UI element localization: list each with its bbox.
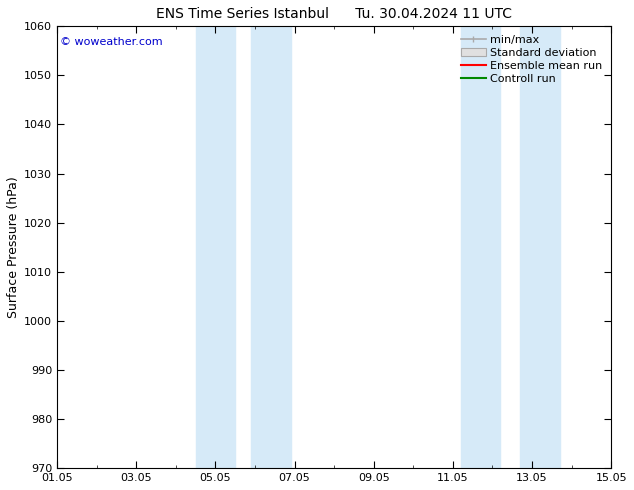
Bar: [196, 26, 235, 468]
Y-axis label: Surface Pressure (hPa): Surface Pressure (hPa): [7, 176, 20, 318]
Text: © woweather.com: © woweather.com: [60, 37, 162, 48]
Bar: [251, 26, 290, 468]
Bar: [521, 26, 560, 468]
Bar: [461, 26, 500, 468]
Legend: min/max, Standard deviation, Ensemble mean run, Controll run: min/max, Standard deviation, Ensemble me…: [458, 32, 605, 87]
Title: ENS Time Series Istanbul      Tu. 30.04.2024 11 UTC: ENS Time Series Istanbul Tu. 30.04.2024 …: [156, 7, 512, 21]
